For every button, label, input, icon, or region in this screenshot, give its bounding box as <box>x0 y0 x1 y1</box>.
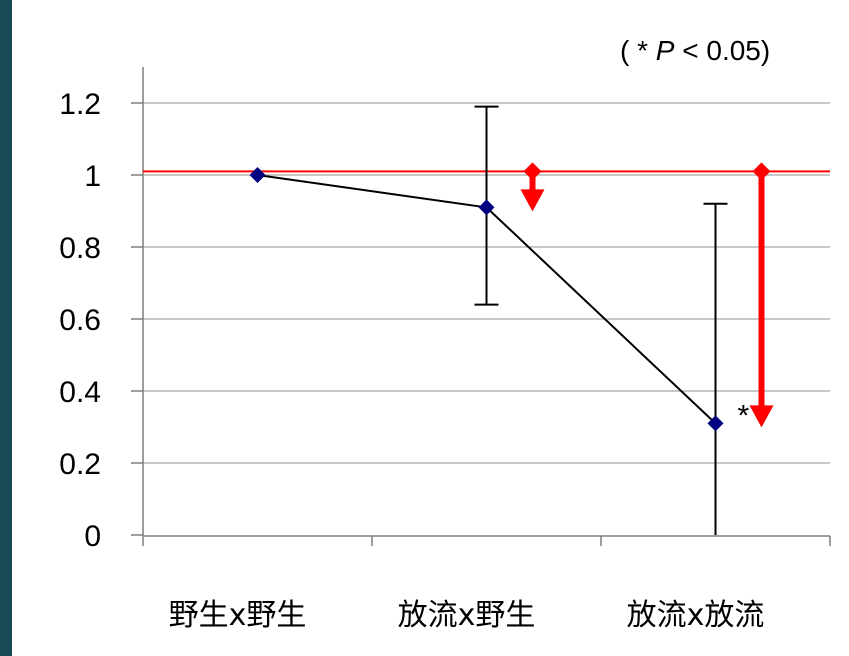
y-tick-label: 0.6 <box>59 304 101 337</box>
y-tick-label: 0.4 <box>59 376 101 409</box>
series-layer <box>249 105 728 535</box>
axes <box>131 67 831 546</box>
annotation-suffix: < 0.05) <box>674 35 770 66</box>
x-category-label: 野生x野生 <box>169 598 307 633</box>
data-point <box>249 167 266 183</box>
y-tick-label: 0.8 <box>59 232 101 265</box>
annotation-p: P <box>656 35 675 66</box>
data-point <box>707 415 724 432</box>
y-tick-label: 1.2 <box>59 88 101 121</box>
x-category-label: 放流x野生 <box>398 598 536 633</box>
y-tick-label: 0 <box>84 520 101 553</box>
label-layer: 0 0.2 0.4 0.6 0.8 1 1.2 野生x野生 放流x野生 放流x放流 * <box>59 88 764 633</box>
data-point <box>478 199 495 216</box>
x-category-label: 放流x放流 <box>627 598 765 633</box>
y-tick-label: 1 <box>84 160 101 193</box>
p-value-annotation: ( * P < 0.05) <box>620 35 770 66</box>
y-tick-label: 0.2 <box>59 448 101 481</box>
significance-star: * <box>738 399 750 432</box>
arrow-head <box>749 405 774 428</box>
annotation-prefix: ( * <box>620 35 656 66</box>
arrow-head <box>520 189 545 212</box>
arrow-layer <box>520 162 774 428</box>
chart-frame <box>12 0 849 656</box>
